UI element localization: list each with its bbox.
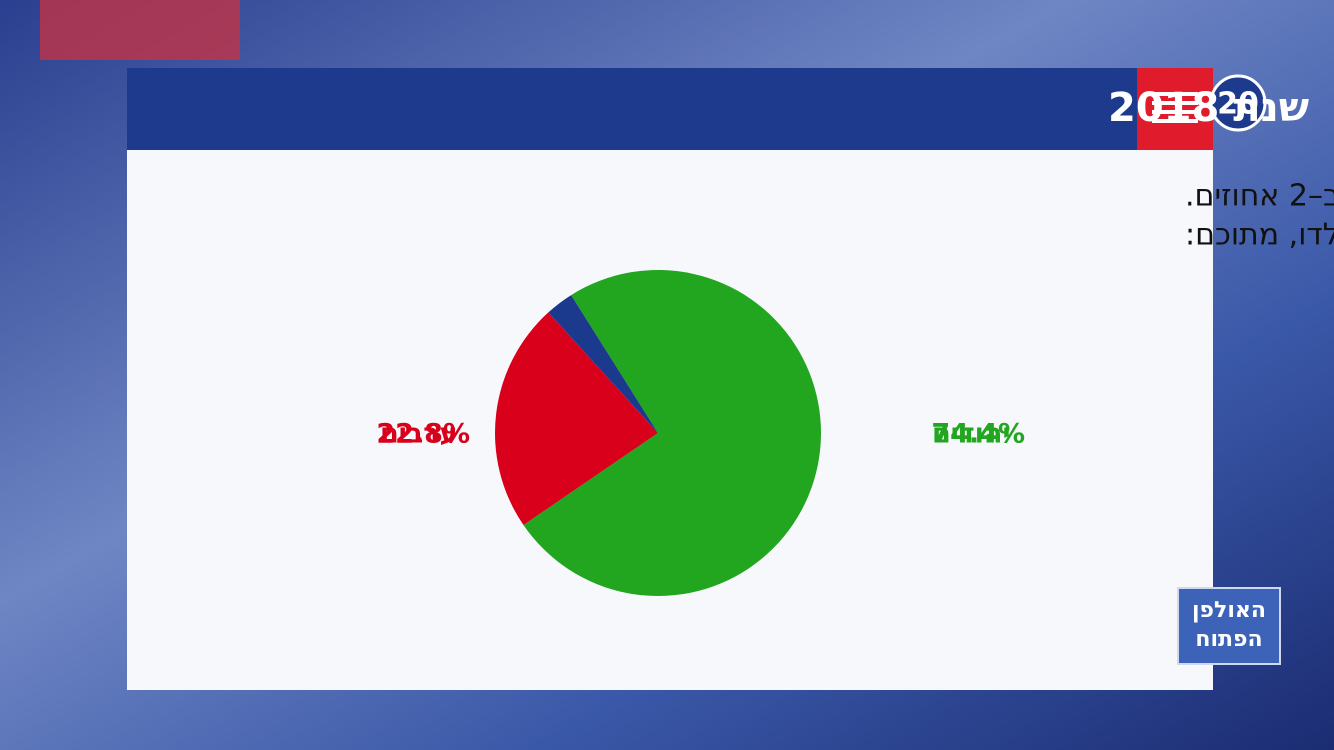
chart-subtitle: כ- 185,000 תינוקות נולדו, מתוכם: bbox=[1185, 218, 1334, 253]
category-label: ערבים bbox=[380, 419, 457, 450]
channel-logo bbox=[1209, 74, 1267, 132]
background-blur bbox=[40, 0, 240, 60]
program-logo-text: האולפן bbox=[1192, 598, 1266, 623]
pie-slice bbox=[548, 295, 658, 433]
header-bar bbox=[127, 68, 1213, 150]
pie-slice bbox=[495, 312, 658, 525]
menu-box bbox=[1137, 68, 1213, 150]
value-label: 22.8% bbox=[376, 419, 470, 450]
pie-slice bbox=[523, 270, 821, 596]
program-logo-text: הפתוח bbox=[1195, 627, 1262, 652]
category-label: יהודים bbox=[932, 419, 1010, 450]
chart-title: אוכלוסיית ישראל גדלה ב–2 אחוזים. bbox=[1185, 179, 1334, 214]
header-title: שנת 2018 bbox=[1108, 85, 1309, 131]
value-label: 74.4% bbox=[931, 419, 1025, 450]
menu-icon bbox=[1152, 92, 1198, 123]
program-logo bbox=[1177, 587, 1281, 665]
pie bbox=[495, 270, 821, 596]
channel-number: 20 bbox=[1217, 87, 1259, 122]
